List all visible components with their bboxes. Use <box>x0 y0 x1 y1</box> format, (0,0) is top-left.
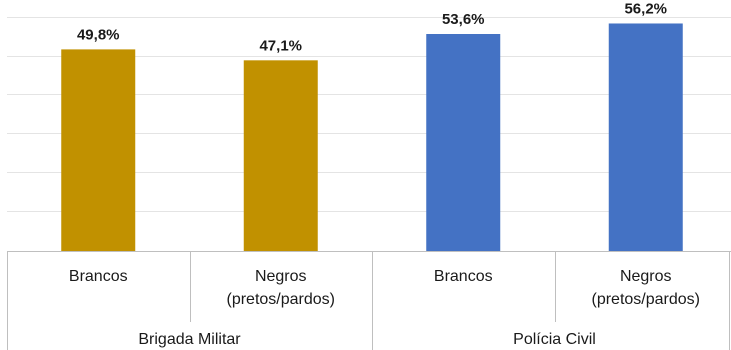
category-labels: Brancos Negros (pretos/pardos) Brancos Negro… <box>69 268 700 308</box>
data-label: 53,6% <box>442 11 485 28</box>
group-label: Polícia Civil <box>513 331 596 348</box>
data-label: 56,2% <box>624 0 667 17</box>
group-label: Brigada Militar <box>138 331 241 348</box>
category-label: Brancos <box>69 268 128 285</box>
bar <box>61 49 136 252</box>
category-label: Negros <box>255 268 307 285</box>
category-label: Brancos <box>434 268 493 285</box>
category-axis-table <box>7 251 731 350</box>
bars <box>61 23 683 252</box>
bar <box>243 60 318 251</box>
group-labels: Brigada Militar Polícia Civil <box>138 331 595 348</box>
category-label: (pretos/pardos) <box>227 291 336 308</box>
category-label: Negros <box>620 268 672 285</box>
bar <box>608 23 683 251</box>
category-label: (pretos/pardos) <box>592 291 701 308</box>
bar <box>426 34 501 251</box>
data-label: 47,1% <box>259 37 302 54</box>
value-labels: 49,8% 47,1% 53,6% 56,2% <box>77 0 667 54</box>
data-label: 49,8% <box>77 26 120 43</box>
